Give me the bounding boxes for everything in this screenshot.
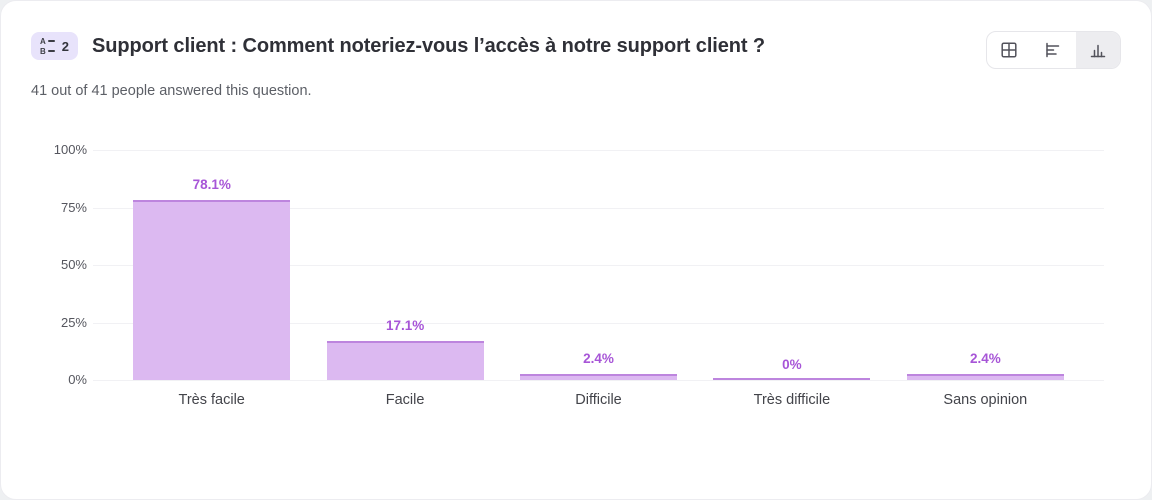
- bar-value-label: 2.4%: [583, 351, 614, 366]
- y-tick-label: 0%: [68, 372, 87, 387]
- vertical-bar-view-button[interactable]: [1075, 32, 1120, 68]
- gridline: [93, 150, 1104, 151]
- y-tick-label: 100%: [53, 142, 87, 157]
- horizontal-bar-view-button[interactable]: [1031, 32, 1075, 68]
- multiple-choice-icon: A B: [40, 37, 55, 55]
- question-number-badge: A B 2: [31, 32, 79, 60]
- bar-chart-vertical-icon: [1090, 44, 1106, 58]
- grid-icon: [1001, 42, 1017, 58]
- y-tick-label: 50%: [60, 257, 87, 272]
- bar-5[interactable]: [906, 374, 1064, 380]
- bar-value-label: 0%: [782, 357, 802, 372]
- bar-1[interactable]: [133, 200, 291, 380]
- bar-chart-horizontal-icon: [1046, 42, 1060, 58]
- bar-slot: 17.1%: [308, 150, 501, 380]
- answered-count-text: 41 out of 41 people answered this questi…: [31, 83, 312, 99]
- bars-area: 78.1% 17.1% 2.4% 0% 2.4%: [93, 150, 1104, 380]
- bar-slot: 0%: [695, 150, 888, 380]
- bar-slot: 2.4%: [889, 150, 1082, 380]
- question-header: A B 2 Support client : Comment noteriez-…: [31, 32, 1121, 60]
- bar-3[interactable]: [520, 374, 678, 380]
- x-tick-label: Très facile: [178, 392, 245, 408]
- y-tick-label: 25%: [60, 314, 87, 330]
- x-tick-label: Facile: [385, 392, 425, 408]
- gridline: [93, 265, 1104, 266]
- table-view-button[interactable]: [987, 32, 1031, 68]
- bar-slot: 78.1%: [115, 150, 308, 380]
- bar-value-label: 17.1%: [385, 318, 425, 333]
- bar-value-label: 78.1%: [192, 177, 231, 192]
- gridline: [93, 380, 1104, 381]
- bar-slot: 2.4%: [502, 150, 695, 380]
- chart-view-toggle: [986, 31, 1121, 69]
- bar-4[interactable]: [713, 378, 871, 380]
- gridline: [93, 322, 1104, 324]
- y-tick-label: 75%: [60, 199, 87, 215]
- x-tick-label: Sans opinion: [943, 392, 1028, 408]
- x-tick-label: Très difficile: [753, 392, 831, 408]
- bar-2[interactable]: [326, 341, 484, 380]
- question-title: Support client : Comment noteriez-vous l…: [92, 34, 766, 57]
- x-axis-labels: Très facile Facile Difficile Très difficile…: [93, 392, 1104, 408]
- x-tick-label: Difficile: [575, 392, 622, 408]
- question-number: 2: [61, 38, 70, 54]
- bar-value-label: 2.4%: [969, 351, 1001, 366]
- gridline: [93, 207, 1104, 209]
